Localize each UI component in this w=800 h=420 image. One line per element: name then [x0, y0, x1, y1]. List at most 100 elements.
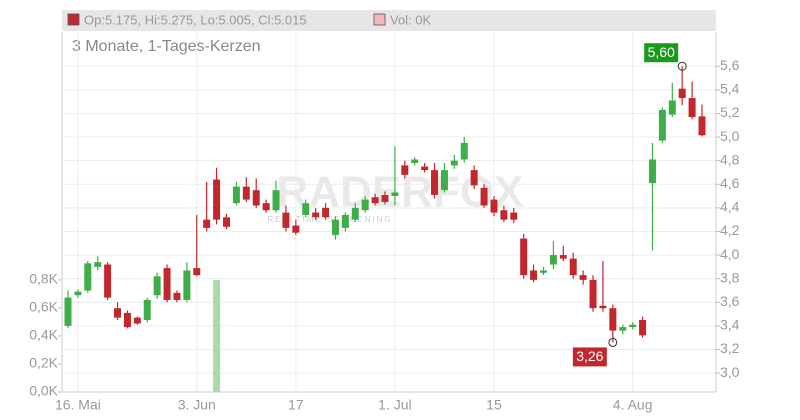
candle-body [173, 292, 181, 300]
candle-body [500, 210, 508, 220]
candle-body [639, 320, 647, 336]
candle-body [599, 305, 607, 309]
candle-body [589, 279, 597, 309]
candle-body [411, 159, 419, 164]
candle-body [579, 275, 587, 280]
x-tick-label: 3. Jun [178, 397, 216, 413]
annotation-label: 5,60 [648, 44, 675, 60]
candle-body [252, 190, 260, 206]
candle-body [688, 98, 696, 117]
y2-tick-label: 0,4K [29, 327, 58, 343]
y-tick-label: 4,2 [720, 222, 740, 238]
subtitle: 3 Monate, 1-Tages-Kerzen [72, 38, 261, 55]
candle-body [480, 187, 488, 206]
candle-body [530, 270, 538, 280]
candle-body [490, 199, 498, 213]
candle-body [223, 217, 230, 227]
x-tick-label: 4. Aug [613, 397, 653, 413]
y-tick-label: 5,6 [720, 57, 740, 73]
y-tick-label: 3,4 [720, 317, 740, 333]
candle-body [351, 207, 359, 220]
x-tick-label: 17 [288, 397, 304, 413]
candle-body [312, 212, 320, 218]
candle-body [163, 268, 171, 300]
extreme-marker [677, 61, 687, 71]
candle-body [143, 299, 151, 320]
candle-body [133, 317, 141, 324]
candle-body [381, 194, 389, 202]
candle-body [282, 212, 290, 228]
volume-bar [213, 279, 221, 392]
candle-body [391, 192, 399, 197]
candle-body [559, 255, 567, 259]
y-tick-label: 3,2 [720, 340, 740, 356]
y-tick-label: 3,6 [720, 293, 740, 309]
candle-body [658, 109, 666, 141]
candle-body [193, 268, 201, 276]
x-tick-label: 16. Mai [55, 397, 101, 413]
candle-body [629, 324, 637, 328]
candle-body [262, 203, 270, 211]
candle-body [213, 179, 221, 220]
candle-body [569, 258, 577, 276]
candle-body [510, 212, 518, 220]
candle-body [450, 160, 458, 166]
candle-body [668, 100, 676, 115]
annotation-label: 3,26 [576, 348, 603, 364]
candle-body [302, 203, 310, 215]
y-tick-label: 3,0 [720, 364, 740, 380]
y-tick-label: 4,4 [720, 199, 740, 215]
y-tick-label: 4,6 [720, 175, 740, 191]
candle-body [648, 159, 656, 184]
candle-body [470, 170, 478, 186]
y-tick-label: 5,4 [720, 81, 740, 97]
candle-body [322, 207, 330, 218]
header-bar [62, 10, 716, 31]
candle-body [64, 297, 72, 326]
candle-body [361, 199, 369, 211]
y2-tick-label: 0,6K [29, 299, 58, 315]
y-tick-label: 5,0 [720, 128, 740, 144]
y-tick-label: 4,0 [720, 246, 740, 262]
candle-body [123, 312, 131, 328]
candle-body [84, 263, 92, 291]
candle-body [540, 270, 547, 273]
candle-body [401, 165, 409, 175]
y-tick-label: 3,8 [720, 269, 740, 285]
candle-body [183, 270, 191, 300]
candle-body [242, 186, 250, 200]
y2-tick-label: 0,2K [29, 355, 58, 371]
candle-body [678, 88, 686, 99]
candle-body [619, 327, 627, 331]
candle-body [698, 116, 706, 136]
candle-body [440, 170, 448, 191]
candle-body [74, 291, 82, 296]
candle-body [331, 219, 339, 236]
candle-body [272, 190, 280, 211]
candle-body [153, 276, 161, 296]
y2-tick-label: 0,8K [29, 271, 58, 287]
volume-text: Vol: 0K [390, 12, 432, 27]
candle-body [421, 166, 429, 171]
candle-body [460, 142, 468, 160]
annotation-box [644, 43, 679, 63]
candle-body [104, 264, 112, 298]
candle-body [549, 255, 557, 265]
annotation-box [572, 347, 607, 367]
candle-body [114, 308, 122, 318]
y-tick-label: 5,2 [720, 104, 740, 120]
candle-body [341, 214, 349, 228]
candle-body [371, 197, 379, 204]
ohlc-swatch [67, 13, 80, 26]
candle-body [94, 262, 102, 267]
candle-body [609, 308, 617, 331]
candle-body [431, 170, 439, 195]
candle-body [292, 225, 300, 233]
candle-body [203, 219, 211, 228]
candle-body [520, 238, 528, 276]
y-tick-label: 4,8 [720, 151, 740, 167]
watermark-tagline: REALTIME SCREENING [267, 215, 392, 224]
ohlc-text: Op:5.175, Hi:5.275, Lo:5.005, Cl:5.015 [84, 12, 307, 27]
x-tick-label: 1. Jul [378, 397, 411, 413]
